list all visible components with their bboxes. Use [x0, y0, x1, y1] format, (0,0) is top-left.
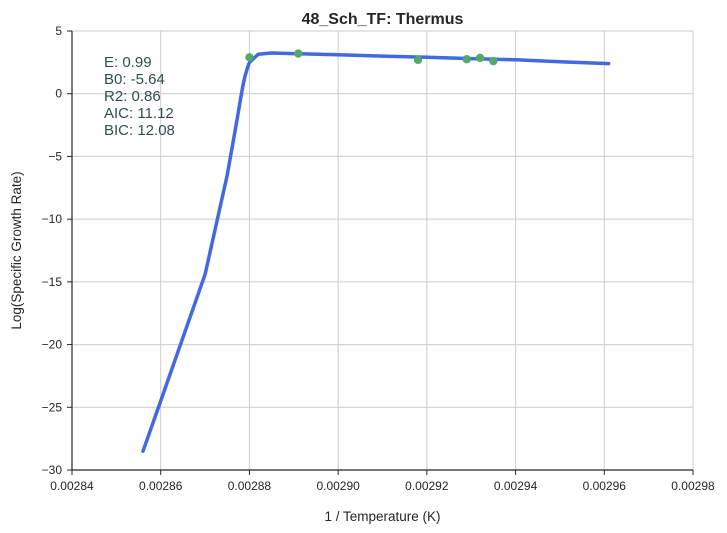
- x-tick-label: 0.00288: [228, 479, 272, 493]
- fit-statistic: R2: 0.86: [104, 88, 161, 105]
- x-tick-label: 0.00298: [671, 479, 715, 493]
- series-layer: [141, 49, 611, 453]
- data-point: [489, 56, 498, 66]
- data-point: [245, 53, 254, 62]
- grid-lines: [71, 30, 694, 471]
- x-tick-label: 0.00294: [494, 479, 538, 493]
- x-tick-label: 0.00286: [139, 479, 183, 493]
- y-tick-labels: 5 0 −5 −10 −15 −20 −25 −30: [42, 24, 63, 477]
- data-point: [413, 55, 423, 65]
- y-tick-label: −20: [42, 338, 63, 352]
- y-tick-label: −5: [48, 149, 62, 163]
- y-tick-label: −10: [42, 212, 63, 226]
- y-axis-label: Log(Specific Growth Rate): [9, 171, 24, 329]
- fit-line: [141, 51, 611, 453]
- y-tick-label: −25: [42, 400, 63, 414]
- y-tick-label: 5: [55, 24, 62, 38]
- x-tick-label: 0.00292: [405, 479, 449, 493]
- data-point: [475, 53, 485, 63]
- x-tick-label: 0.00290: [316, 479, 360, 493]
- fit-statistic: E: 0.99: [104, 54, 152, 71]
- y-tick-label: −30: [42, 463, 63, 477]
- y-tick-label: −15: [42, 275, 63, 289]
- chart-title: 48_Sch_TF: Thermus: [302, 11, 464, 28]
- y-tick-label: 0: [55, 87, 62, 101]
- x-tick-label: 0.00284: [50, 479, 94, 493]
- fit-statistic: AIC: 11.12: [104, 105, 174, 122]
- x-axis-label: 1 / Temperature (K): [324, 509, 440, 524]
- data-point: [294, 49, 303, 58]
- fit-statistic: B0: -5.64: [104, 71, 165, 88]
- axes: [67, 30, 694, 475]
- x-tick-label: 0.00296: [583, 479, 627, 493]
- data-point: [462, 55, 471, 64]
- fit-statistic: BIC: 12.08: [104, 122, 175, 139]
- x-tick-labels: 0.00284 0.00286 0.00288 0.00290 0.00292 0.002…: [50, 479, 715, 493]
